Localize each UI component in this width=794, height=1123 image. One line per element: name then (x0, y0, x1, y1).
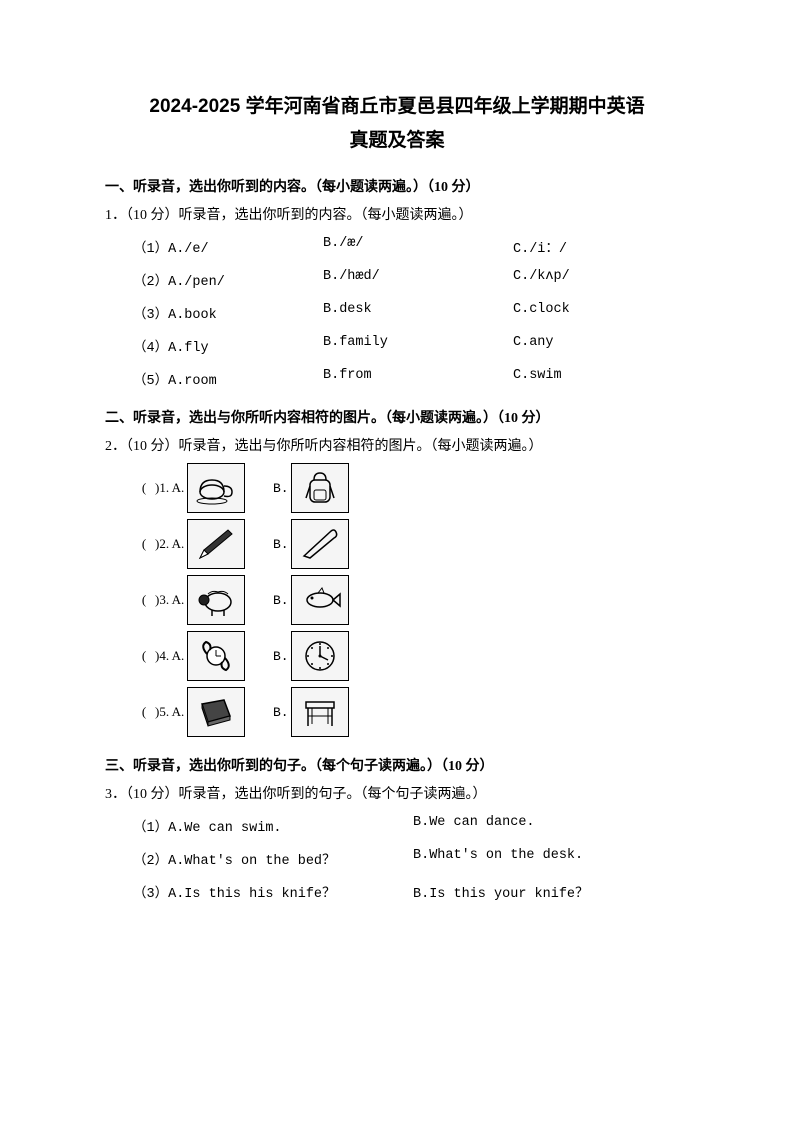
q1-4-a: （4）A.fly (133, 335, 323, 356)
q2-3-paren-l: ( (133, 592, 155, 608)
backpack-icon (291, 463, 349, 513)
cup-icon (187, 463, 245, 513)
q3-1-a: （1）A.We can swim. (133, 815, 413, 836)
q2-row-5: ( )5. A. B. (105, 687, 689, 737)
q2-5-paren-l: ( (133, 704, 155, 720)
q2-row-4: ( )4. A. B. (105, 631, 689, 681)
desk-icon (291, 687, 349, 737)
q2-4-num: )4. A. (155, 648, 187, 664)
watch-icon (187, 631, 245, 681)
q3-row-2: （2）A.What's on the bed？ B.What's on the … (105, 848, 689, 869)
q2-4-paren-l: ( (133, 648, 155, 664)
clock-icon (291, 631, 349, 681)
q1-4-c: C.any (513, 335, 663, 356)
q3-2-b: B.What's on the desk. (413, 848, 663, 869)
q2-5-b-label: B. (273, 705, 291, 720)
section2-header: 二、听录音，选出与你所听内容相符的图片。（每小题读两遍。）（10 分） (105, 407, 689, 427)
q2-2-paren-l: ( (133, 536, 155, 552)
q3-3-b: B.Is this your knife？ (413, 881, 663, 902)
title-line-2: 真题及答案 (105, 124, 689, 158)
q3-stem: 3．（10 分）听录音，选出你听到的句子。（每个句子读两遍。） (105, 783, 689, 803)
pencil-icon (187, 519, 245, 569)
q3-row-1: （1）A.We can swim. B.We can dance. (105, 815, 689, 836)
q1-4-b: B.family (323, 335, 513, 356)
q2-5-num: )5. A. (155, 704, 187, 720)
q1-2-c: C./kʌp/ (513, 269, 663, 290)
q2-3-b-label: B. (273, 593, 291, 608)
section1-header: 一、听录音，选出你听到的内容。（每小题读两遍。）（10 分） (105, 176, 689, 196)
q3-1-b: B.We can dance. (413, 815, 663, 836)
q2-row-2: ( )2. A. B. (105, 519, 689, 569)
q1-row-2: （2）A./pen/ B./hæd/ C./kʌp/ (105, 269, 689, 290)
q2-stem: 2．（10 分）听录音，选出与你所听内容相符的图片。（每小题读两遍。） (105, 435, 689, 455)
q2-1-b-label: B. (273, 481, 291, 496)
book-icon (187, 687, 245, 737)
title-line-1: 2024-2025 学年河南省商丘市夏邑县四年级上学期期中英语 (105, 90, 689, 124)
q1-row-5: （5）A.room B.from C.swim (105, 368, 689, 389)
q1-1-c: C./i：/ (513, 236, 663, 257)
q1-row-4: （4）A.fly B.family C.any (105, 335, 689, 356)
q2-row-1: ( )1. A. B. (105, 463, 689, 513)
q2-4-b-label: B. (273, 649, 291, 664)
q1-2-b: B./hæd/ (323, 269, 513, 290)
fish-icon (291, 575, 349, 625)
q1-row-1: （1）A./e/ B./æ/ C./i：/ (105, 236, 689, 257)
q1-1-b: B./æ/ (323, 236, 513, 257)
q1-1-a: （1）A./e/ (133, 236, 323, 257)
q1-5-b: B.from (323, 368, 513, 389)
q2-row-3: ( )3. A. B. (105, 575, 689, 625)
q1-3-b: B.desk (323, 302, 513, 323)
q3-row-3: （3）A.Is this his knife？ B.Is this your k… (105, 881, 689, 902)
pen-icon (291, 519, 349, 569)
sheep-icon (187, 575, 245, 625)
q1-2-a: （2）A./pen/ (133, 269, 323, 290)
q1-stem: 1．（10 分）听录音，选出你听到的内容。（每小题读两遍。） (105, 204, 689, 224)
q1-3-c: C.clock (513, 302, 663, 323)
q2-1-paren-l: ( (133, 480, 155, 496)
q1-5-a: （5）A.room (133, 368, 323, 389)
q2-3-num: )3. A. (155, 592, 187, 608)
q1-3-a: （3）A.book (133, 302, 323, 323)
q2-2-num: )2. A. (155, 536, 187, 552)
q3-3-a: （3）A.Is this his knife？ (133, 881, 413, 902)
q1-5-c: C.swim (513, 368, 663, 389)
q2-1-num: )1. A. (155, 480, 187, 496)
section3-header: 三、听录音，选出你听到的句子。（每个句子读两遍。）（10 分） (105, 755, 689, 775)
q2-2-b-label: B. (273, 537, 291, 552)
q1-row-3: （3）A.book B.desk C.clock (105, 302, 689, 323)
q3-2-a: （2）A.What's on the bed？ (133, 848, 413, 869)
